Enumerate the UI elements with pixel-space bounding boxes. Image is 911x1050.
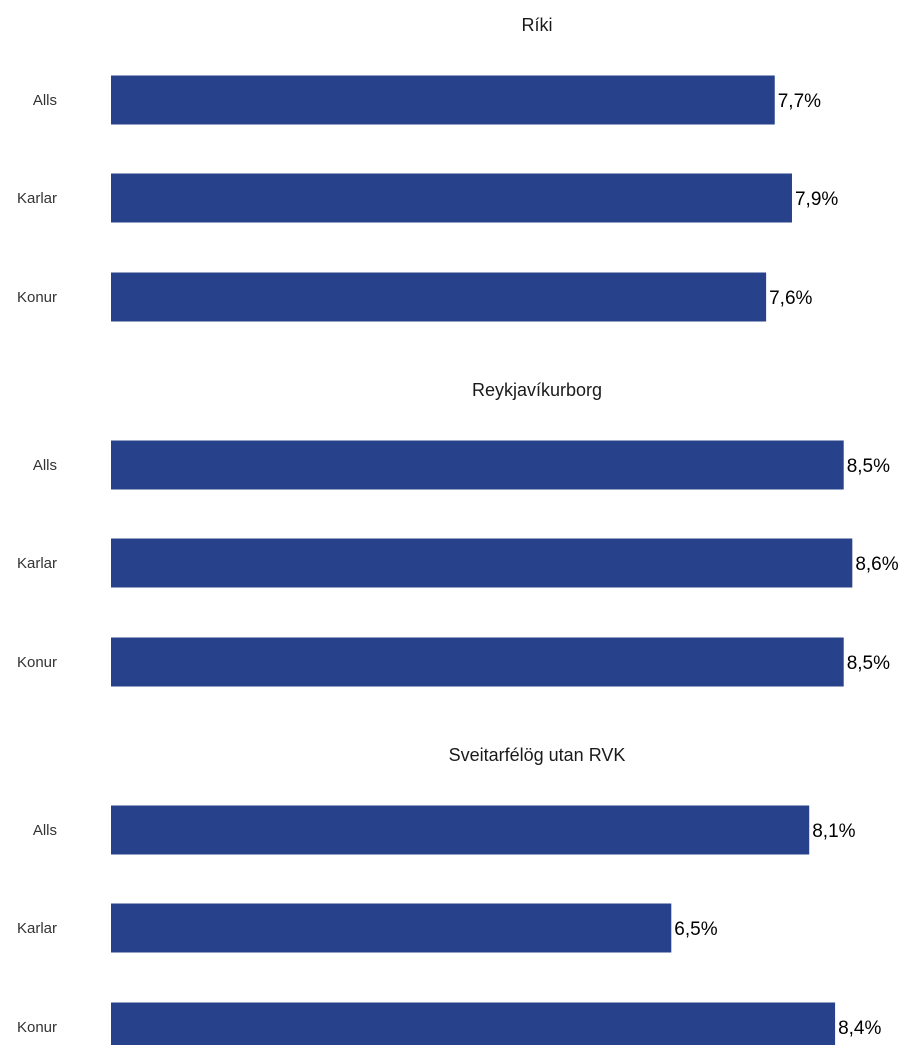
panel-title: Sveitarfélög utan RVK bbox=[449, 745, 626, 765]
category-label: Karlar bbox=[17, 555, 57, 572]
panel-title: Reykjavíkurborg bbox=[472, 380, 602, 400]
value-label: 8,5% bbox=[847, 456, 890, 477]
value-label: 8,6% bbox=[855, 554, 898, 575]
category-label: Konur bbox=[17, 289, 57, 306]
category-label: Konur bbox=[17, 654, 57, 671]
bar bbox=[111, 805, 810, 855]
value-label: 6,5% bbox=[674, 919, 717, 940]
panel-title: Ríki bbox=[522, 15, 553, 35]
bar bbox=[111, 903, 672, 953]
category-label: Konur bbox=[17, 1019, 57, 1036]
bar bbox=[111, 538, 853, 588]
bar bbox=[111, 637, 844, 687]
category-label: Alls bbox=[33, 457, 57, 474]
value-label: 8,1% bbox=[812, 821, 855, 842]
category-label: Karlar bbox=[17, 190, 57, 207]
value-label: 7,9% bbox=[795, 189, 838, 210]
bar bbox=[111, 75, 775, 125]
value-label: 8,4% bbox=[838, 1018, 881, 1039]
bar bbox=[111, 1002, 836, 1050]
category-label: Alls bbox=[33, 822, 57, 839]
value-label: 8,5% bbox=[847, 653, 890, 674]
category-label: Alls bbox=[33, 92, 57, 109]
value-label: 7,6% bbox=[769, 288, 812, 309]
bar bbox=[111, 440, 844, 490]
value-label: 7,7% bbox=[778, 91, 821, 112]
bar bbox=[111, 173, 792, 223]
category-label: Karlar bbox=[17, 920, 57, 937]
bar bbox=[111, 272, 767, 322]
